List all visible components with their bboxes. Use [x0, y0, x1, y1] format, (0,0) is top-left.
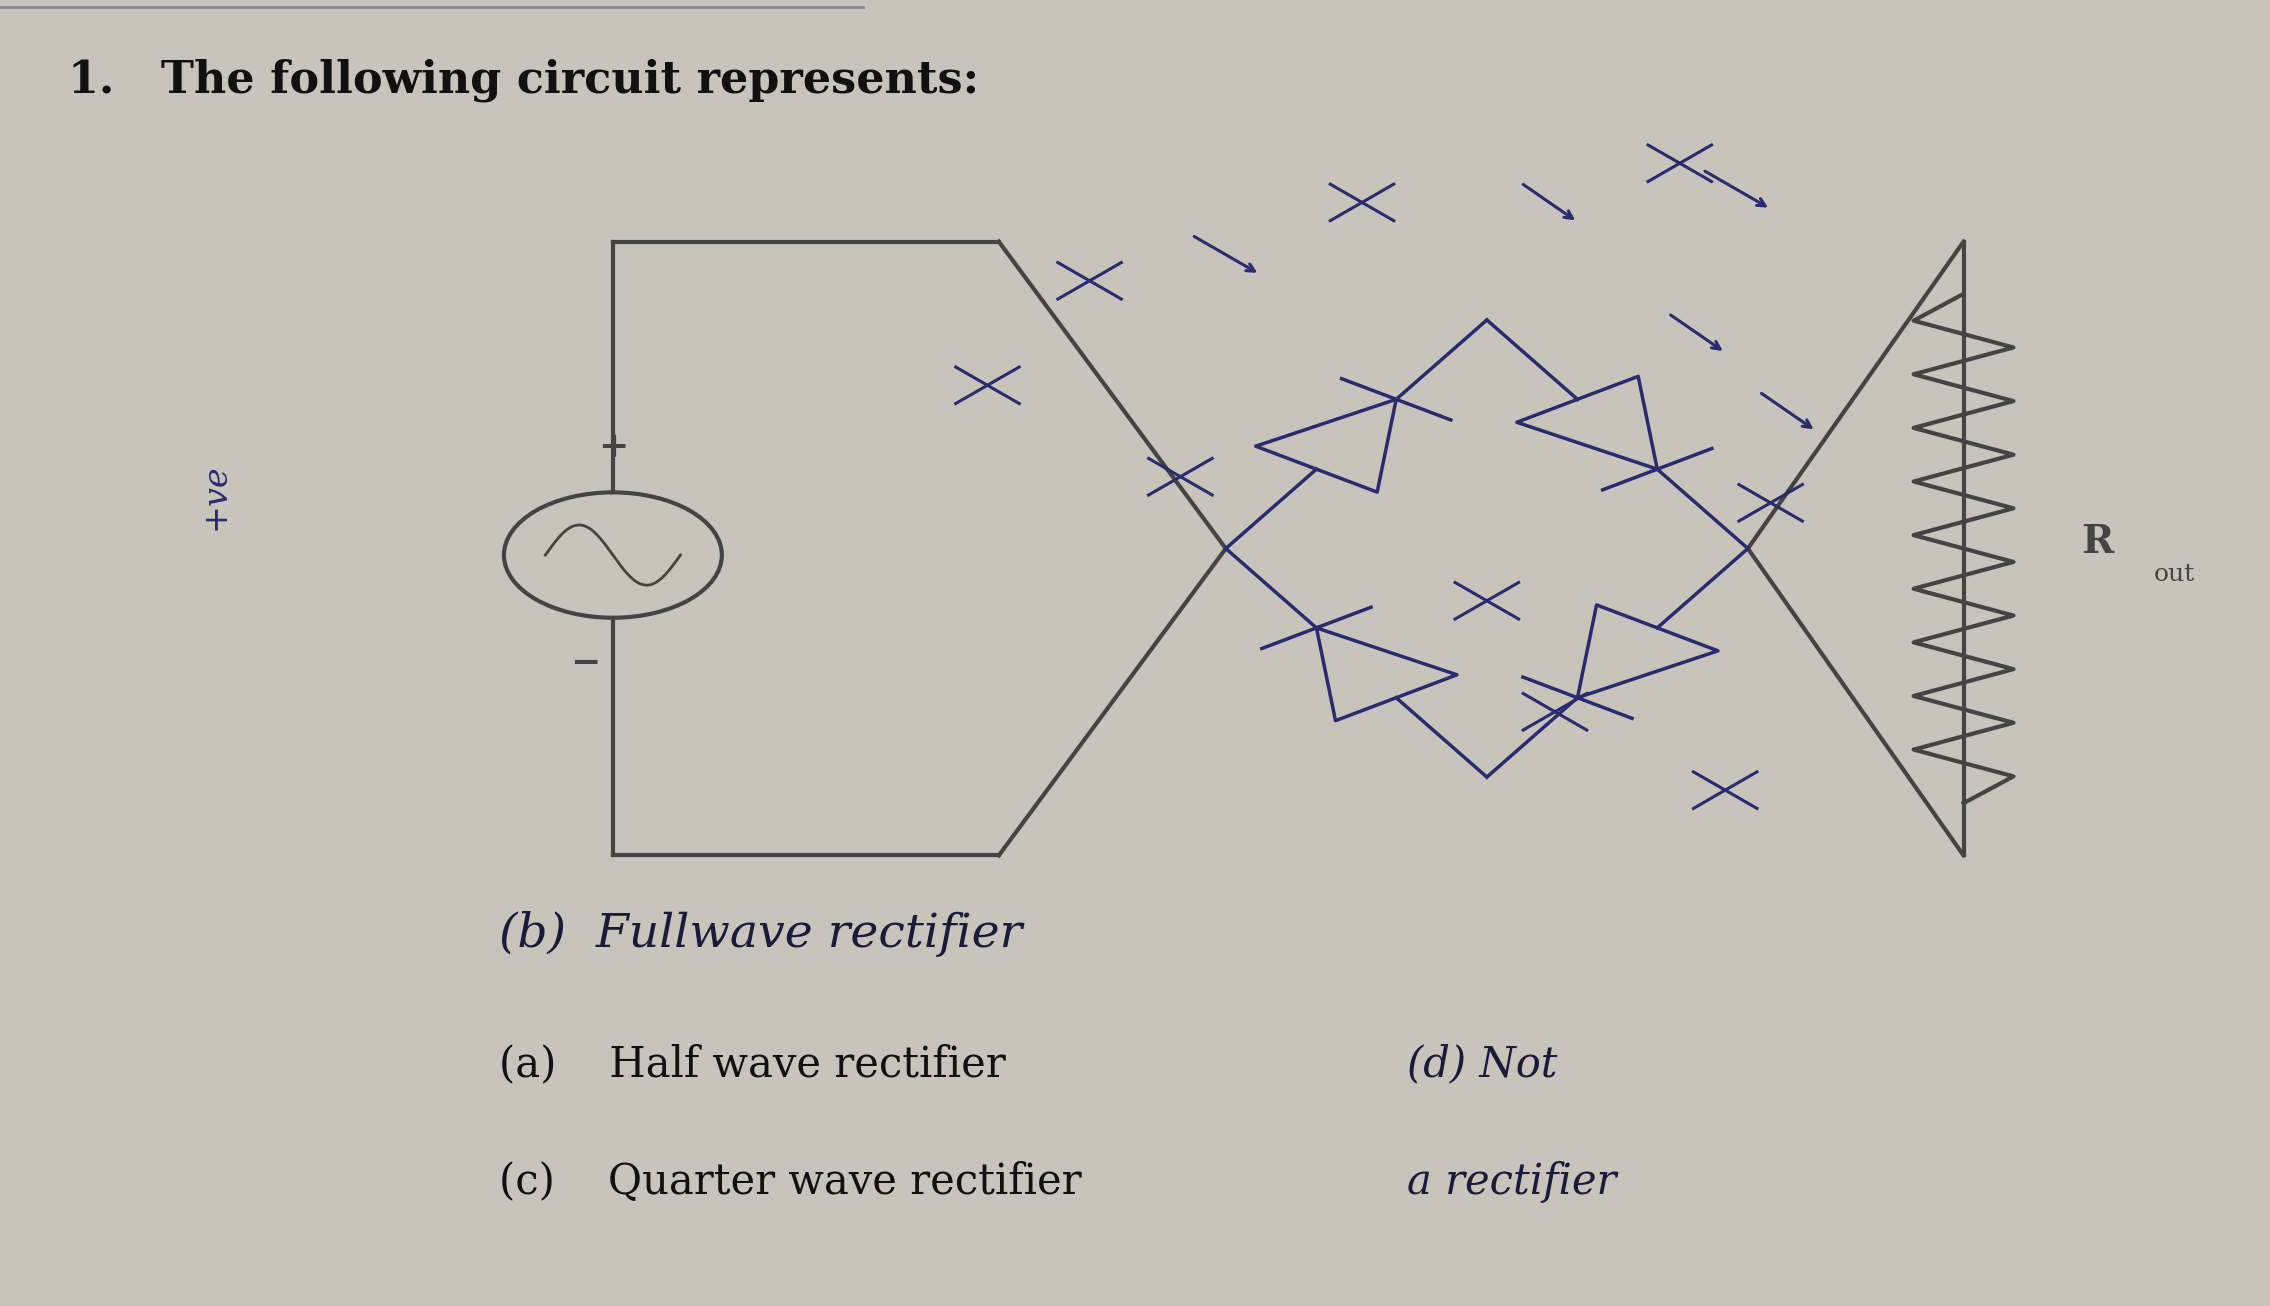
Text: +: + [597, 430, 629, 464]
Text: out: out [2154, 563, 2195, 586]
Text: +ve: +ve [200, 462, 232, 530]
Text: R: R [2082, 522, 2113, 562]
Text: 1.   The following circuit represents:: 1. The following circuit represents: [68, 59, 978, 102]
Text: (b)  Fullwave rectifier: (b) Fullwave rectifier [499, 910, 1024, 957]
Text: a rectifier: a rectifier [1407, 1161, 1616, 1203]
Text: (c)    Quarter wave rectifier: (c) Quarter wave rectifier [499, 1161, 1083, 1203]
Text: −: − [570, 646, 602, 680]
Text: (d) Not: (d) Not [1407, 1043, 1557, 1085]
Text: (a)    Half wave rectifier: (a) Half wave rectifier [499, 1043, 1006, 1085]
